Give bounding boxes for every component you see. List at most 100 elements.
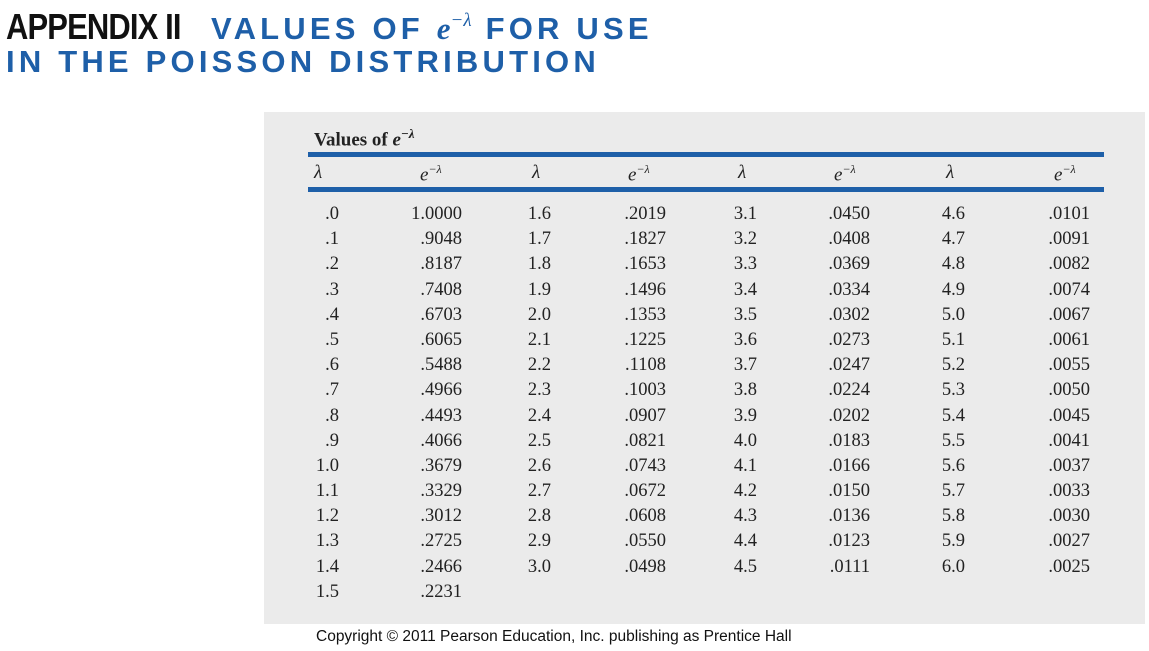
value-cell: .4966 bbox=[420, 380, 462, 401]
value-cell: .0027 bbox=[1048, 531, 1090, 552]
value-cell: .0907 bbox=[624, 405, 666, 426]
table-title-prefix: Values of bbox=[314, 129, 388, 151]
value-cell: .0273 bbox=[828, 329, 870, 350]
lambda-cell: 5.6 bbox=[941, 455, 965, 476]
value-cell: .3329 bbox=[420, 481, 462, 502]
header-e-3: e−λ bbox=[834, 162, 856, 186]
lambda-cell: 3.1 bbox=[733, 204, 757, 224]
value-cell: .0033 bbox=[1048, 481, 1090, 502]
value-cell: .1653 bbox=[624, 254, 666, 275]
lambda-cell: 5.7 bbox=[941, 481, 965, 502]
lambda-cell: 4.8 bbox=[941, 254, 965, 275]
table-title-e: e bbox=[392, 129, 401, 151]
lambda-cell: .5 bbox=[325, 329, 339, 350]
lambda-cell: 5.0 bbox=[941, 304, 965, 325]
table-header-row: λ e−λ λ e−λ λ e−λ λ e−λ bbox=[264, 162, 1145, 186]
value-cell: .0037 bbox=[1048, 455, 1090, 476]
lambda-cell: 3.0 bbox=[527, 556, 551, 577]
value-cell: .4066 bbox=[420, 430, 462, 451]
header-lambda-3: λ bbox=[738, 162, 747, 183]
value-cell: .2466 bbox=[420, 556, 462, 577]
lambda-cell: 1.3 bbox=[315, 531, 339, 552]
header-e-1: e−λ bbox=[420, 162, 442, 186]
lambda-cell: 3.6 bbox=[733, 329, 757, 350]
value-cell: 1.0000 bbox=[411, 204, 462, 224]
appendix-label: APPENDIX II bbox=[6, 6, 181, 47]
lambda-cell: 4.2 bbox=[733, 481, 757, 502]
header-lambda-4: λ bbox=[946, 162, 955, 183]
lambda-cell: 4.1 bbox=[733, 455, 757, 476]
lambda-cell: .6 bbox=[325, 355, 339, 376]
lambda-cell: 5.2 bbox=[941, 355, 965, 376]
value-cell: .0074 bbox=[1048, 279, 1090, 300]
value-cell: .0055 bbox=[1048, 355, 1090, 376]
lambda-cell: .0 bbox=[325, 204, 339, 224]
value-cell: .4493 bbox=[420, 405, 462, 426]
lambda-cell: 6.0 bbox=[941, 556, 965, 577]
lambda-cell: 3.5 bbox=[733, 304, 757, 325]
lambda-cell: .7 bbox=[325, 380, 339, 401]
value-cell: .1225 bbox=[624, 329, 666, 350]
heading-suffix: FOR USE bbox=[485, 11, 653, 46]
value-cell: .8187 bbox=[420, 254, 462, 275]
value-cell: .1108 bbox=[625, 355, 666, 376]
value-cell: .0302 bbox=[828, 304, 870, 325]
lambda-cell: 1.9 bbox=[527, 279, 551, 300]
lambda-cell: .9 bbox=[325, 430, 339, 451]
value-cell: .0123 bbox=[828, 531, 870, 552]
value-cell: .2019 bbox=[624, 204, 666, 224]
lambda-cell: .8 bbox=[325, 405, 339, 426]
value-cell: .0101 bbox=[1048, 204, 1090, 224]
copyright-notice: Copyright © 2011 Pearson Education, Inc.… bbox=[316, 628, 792, 645]
lambda-cell: 3.4 bbox=[733, 279, 757, 300]
value-cell: .0045 bbox=[1048, 405, 1090, 426]
lambda-column-1: .0 .1 .2 .3 .4 .5 .6 .7 .8 .9 1.0 1.1 1.2 1.3 1.4 1.5 bbox=[302, 202, 339, 605]
value-cell: .3679 bbox=[420, 455, 462, 476]
value-cell: .0166 bbox=[828, 455, 870, 476]
page-heading: APPENDIX II VALUES OF e−λ FOR USE IN THE … bbox=[6, 6, 653, 80]
lambda-cell: 1.7 bbox=[527, 229, 551, 250]
value-cell: .1003 bbox=[624, 380, 666, 401]
lambda-cell: 2.0 bbox=[527, 304, 551, 325]
lambda-cell: 4.5 bbox=[733, 556, 757, 577]
table-panel: Values of e−λ λ e−λ λ e−λ λ e−λ λ e−λ .0… bbox=[264, 112, 1145, 624]
lambda-cell: 2.4 bbox=[527, 405, 551, 426]
lambda-cell: 1.1 bbox=[315, 481, 339, 502]
value-cell: .0498 bbox=[624, 556, 666, 577]
value-cell: .0030 bbox=[1048, 506, 1090, 527]
value-cell: .0334 bbox=[828, 279, 870, 300]
lambda-cell: .3 bbox=[325, 279, 339, 300]
lambda-cell: 2.3 bbox=[527, 380, 551, 401]
lambda-cell: 2.7 bbox=[527, 481, 551, 502]
lambda-cell: 5.5 bbox=[941, 430, 965, 451]
value-cell: .0091 bbox=[1048, 229, 1090, 250]
lambda-cell: 1.8 bbox=[527, 254, 551, 275]
value-cell: .9048 bbox=[420, 229, 462, 250]
value-cell: .0202 bbox=[828, 405, 870, 426]
heading-prefix: VALUES OF bbox=[211, 11, 424, 46]
value-cell: .0082 bbox=[1048, 254, 1090, 275]
top-rule bbox=[308, 152, 1104, 157]
lambda-cell: 1.2 bbox=[315, 506, 339, 527]
heading-title-part-1: VALUES OF e−λ FOR USE bbox=[211, 10, 653, 47]
lambda-cell: 1.4 bbox=[315, 556, 339, 577]
value-cell: .0111 bbox=[829, 556, 870, 577]
lambda-cell: 2.6 bbox=[527, 455, 551, 476]
lambda-cell: 3.3 bbox=[733, 254, 757, 275]
value-column-3: .0450 .0408 .0369 .0334 .0302 .0273 .0247 .0224… bbox=[770, 202, 870, 580]
lambda-cell: 4.9 bbox=[941, 279, 965, 300]
header-rule bbox=[308, 187, 1104, 192]
value-column-4: .0101 .0091 .0082 .0074 .0067 .0061 .0055 .0050… bbox=[990, 202, 1090, 580]
value-cell: .1353 bbox=[624, 304, 666, 325]
heading-line-1: APPENDIX II VALUES OF e−λ FOR USE bbox=[6, 6, 653, 48]
value-cell: .0672 bbox=[624, 481, 666, 502]
lambda-cell: 3.2 bbox=[733, 229, 757, 250]
value-cell: .0821 bbox=[624, 430, 666, 451]
lambda-cell: 2.8 bbox=[527, 506, 551, 527]
lambda-cell: 4.3 bbox=[733, 506, 757, 527]
lambda-cell: 2.2 bbox=[527, 355, 551, 376]
value-cell: .0150 bbox=[828, 481, 870, 502]
value-cell: .0067 bbox=[1048, 304, 1090, 325]
lambda-cell: 1.5 bbox=[315, 581, 339, 602]
lambda-cell: 5.4 bbox=[941, 405, 965, 426]
